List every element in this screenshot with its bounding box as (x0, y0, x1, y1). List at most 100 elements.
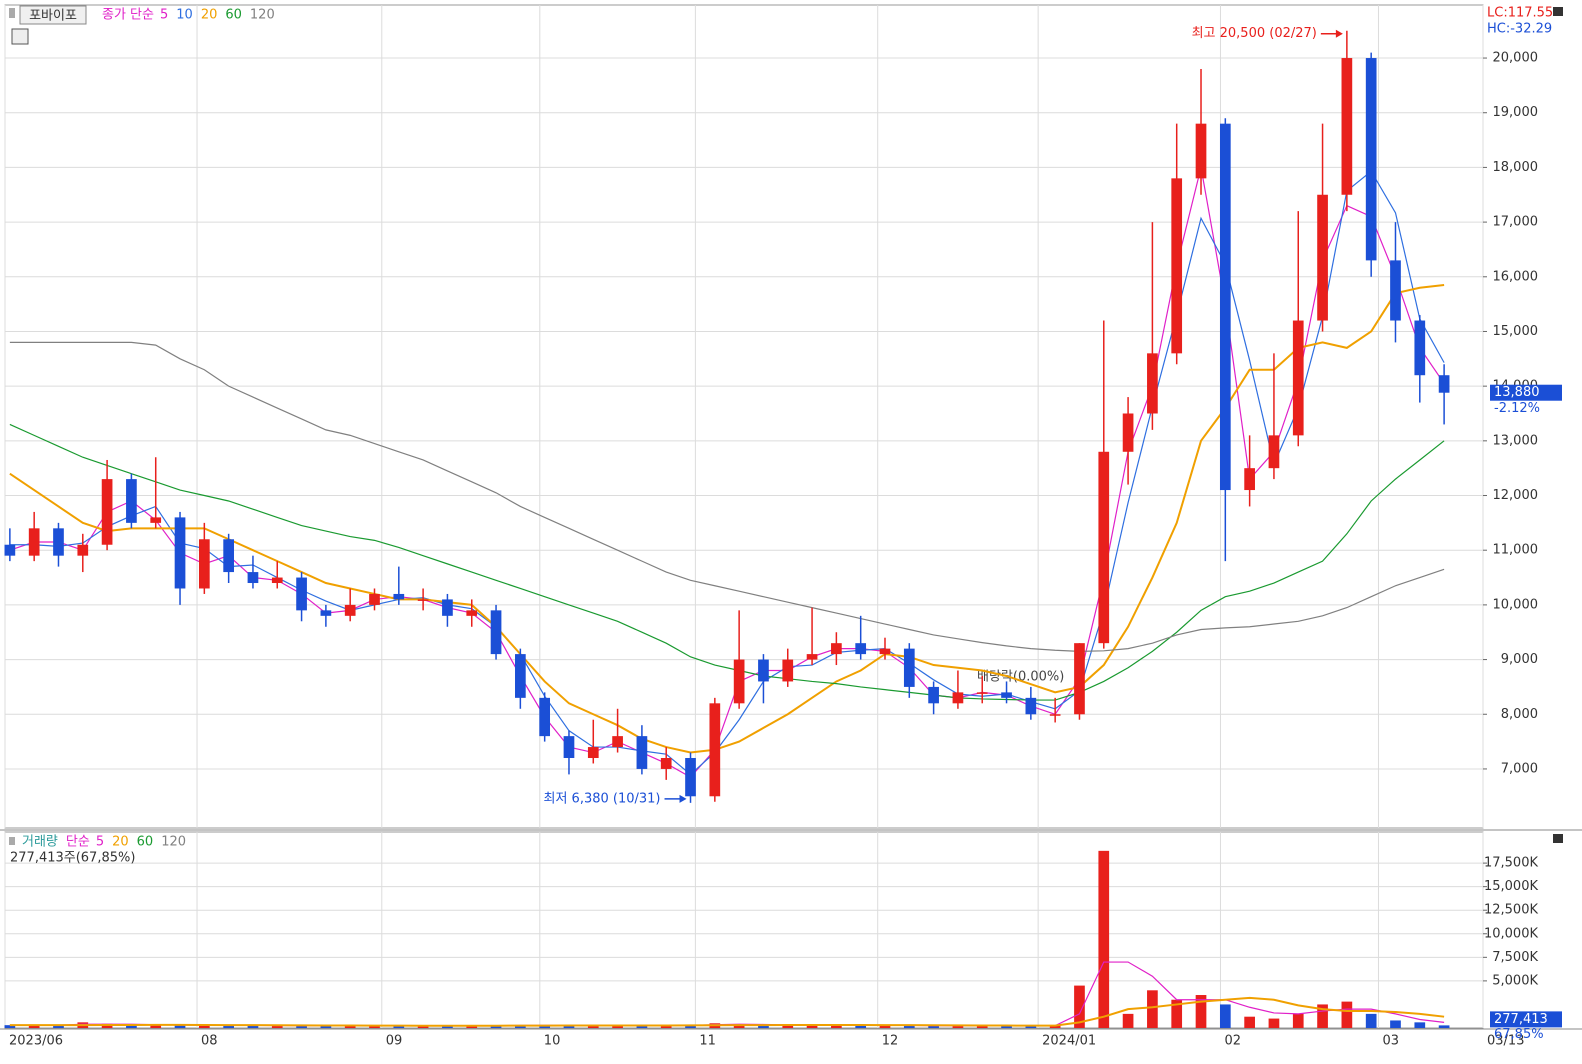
candle-body (174, 517, 186, 589)
y-tick-label: 13,000 (1493, 433, 1539, 448)
candle-body (1098, 451, 1110, 644)
candle-body (1244, 468, 1255, 491)
annotation-arrowhead (1335, 29, 1343, 38)
volume-bar (198, 1025, 210, 1028)
volume-bar (1292, 1013, 1304, 1028)
volume-bar (563, 1025, 575, 1028)
candle-body (53, 528, 64, 556)
last-price-box (1490, 384, 1562, 401)
candle-body (952, 692, 964, 704)
volume-summary: 277,413주(67,85%) (10, 851, 135, 866)
candle-body (490, 610, 502, 655)
y-tick-label: 12,500K (1484, 903, 1538, 918)
candle-body (903, 648, 915, 687)
candle-body (369, 593, 380, 605)
legend-entry: 60 (137, 835, 154, 850)
candle-body (344, 604, 356, 616)
candle-body (393, 593, 405, 600)
x-tick-label: 12 (882, 1034, 899, 1049)
y-tick-label: 15,000K (1484, 879, 1538, 894)
candle-body (976, 692, 988, 694)
volume-bar (587, 1025, 599, 1028)
volume-bar (53, 1025, 64, 1028)
annotation: 최고 20,500 (02/27) (1192, 26, 1317, 41)
candle-body (1365, 58, 1377, 261)
candle-body (126, 479, 137, 523)
candle-body (223, 539, 234, 573)
change-label: -2.12% (1494, 401, 1540, 416)
moving-average (9, 341, 1445, 652)
candle-body (539, 697, 551, 737)
volume-bar (903, 1025, 915, 1028)
candle-body (806, 654, 818, 660)
x-tick-label: 03/13 (1487, 1034, 1524, 1049)
close-icon[interactable] (1553, 7, 1563, 16)
volume-bar (442, 1025, 453, 1028)
candle-body (758, 659, 769, 682)
last-volume: 277,413 (1494, 1012, 1548, 1027)
legend-entry: 20 (112, 835, 129, 850)
candle-body (928, 686, 939, 704)
candle-body (1195, 123, 1207, 179)
candle-body (563, 736, 575, 759)
volume-bar (1001, 1025, 1012, 1028)
y-tick-label: 10,000K (1484, 926, 1538, 941)
candle-body (466, 610, 478, 616)
candle-body (1025, 697, 1037, 715)
annotation: 최저 6,380 (10/31) (544, 791, 661, 806)
legend-handle (9, 837, 15, 845)
y-tick-label: 5,000K (1492, 973, 1538, 988)
volume-bar (1365, 1013, 1377, 1028)
volume-bar (1219, 1004, 1231, 1028)
x-tick-label: 02 (1224, 1034, 1241, 1049)
candle-body (1049, 714, 1061, 716)
ratio-label: 67,85% (1494, 1027, 1544, 1042)
volume-bar (806, 1024, 818, 1028)
volume-bar (976, 1025, 988, 1028)
volume-bar (1268, 1018, 1280, 1028)
candle-body (1341, 58, 1353, 195)
hc-label: HC:-32.29 (1487, 22, 1552, 37)
legend-entry: 120 (161, 835, 186, 850)
candle-body (1219, 123, 1231, 491)
y-tick-label: 7,000 (1501, 761, 1538, 776)
volume-bar (782, 1025, 794, 1028)
symbol-box[interactable] (19, 5, 87, 25)
candle-body (77, 544, 89, 556)
table-icon[interactable] (11, 28, 29, 45)
close-icon[interactable] (1553, 834, 1563, 843)
volume-bar (685, 1025, 696, 1028)
candle-body (855, 643, 867, 655)
candle-body (417, 599, 429, 601)
volume-bar (417, 1025, 429, 1028)
candle-body (733, 659, 745, 704)
candle-body (247, 572, 259, 584)
candle-body (198, 539, 210, 589)
volume-bar (174, 1024, 186, 1028)
candle-body (4, 544, 16, 556)
candle-body (28, 528, 40, 556)
legend-entry: 5 (160, 8, 168, 23)
y-tick-label: 17,000 (1493, 215, 1539, 230)
volume-bar (247, 1025, 259, 1028)
candle-body (296, 577, 307, 611)
candle-body (101, 479, 113, 545)
volume-bar (1244, 1016, 1255, 1028)
last-price: 13,880 (1494, 385, 1540, 400)
volume-bar (1098, 850, 1110, 1028)
volume-bar (636, 1025, 648, 1028)
legend-entry: 10 (176, 8, 193, 23)
lc-label: LC:117.55 (1487, 6, 1553, 21)
volume-bar (1049, 1025, 1061, 1028)
legend-entry: 120 (250, 8, 275, 23)
volume-bar (466, 1025, 478, 1028)
y-tick-label: 18,000 (1493, 160, 1539, 175)
volume-bar (928, 1025, 939, 1028)
candle-body (1438, 375, 1450, 393)
x-tick-label: 10 (544, 1034, 561, 1049)
volume-bar (1025, 1025, 1037, 1028)
x-tick-label: 2024/01 (1042, 1034, 1096, 1049)
y-tick-label: 8,000 (1501, 707, 1538, 722)
candle-body (660, 758, 672, 769)
volume-bar (1438, 1025, 1450, 1028)
